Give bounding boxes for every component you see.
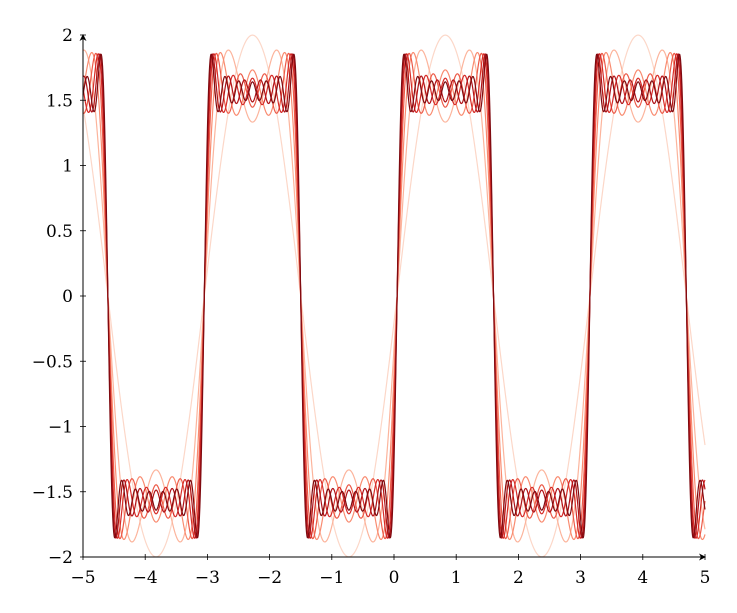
series-line-7-terms bbox=[82, 53, 706, 539]
x-tick-label: 2 bbox=[513, 568, 524, 588]
series-layer bbox=[82, 34, 706, 558]
x-tick-label: 4 bbox=[637, 568, 648, 588]
x-tick-label: −2 bbox=[257, 568, 282, 588]
series-line-2-terms bbox=[82, 49, 706, 543]
x-axis-arrow bbox=[699, 553, 706, 561]
ticks: −5 −4 −3 −2 −1 0 1 2 3 4 5 2 1.5 1 0.5 0 −0.5 −1 −1.5 −2 bbox=[32, 26, 711, 588]
x-tick-label: 1 bbox=[451, 568, 462, 588]
y-tick-label: 1.5 bbox=[46, 91, 73, 111]
axes bbox=[79, 34, 706, 561]
y-tick-label: −1 bbox=[48, 418, 73, 438]
x-tick-label: −1 bbox=[319, 568, 344, 588]
y-tick-label: −2 bbox=[48, 548, 73, 568]
y-tick-label: −0.5 bbox=[32, 352, 73, 372]
x-tick-label: 3 bbox=[575, 568, 586, 588]
x-tick-label: −3 bbox=[195, 568, 220, 588]
x-tick-label: 5 bbox=[700, 568, 711, 588]
y-tick-label: 0.5 bbox=[46, 222, 73, 242]
x-tick-label: −5 bbox=[70, 568, 95, 588]
series-line-4-terms bbox=[82, 52, 706, 540]
y-tick-label: −1.5 bbox=[32, 483, 73, 503]
x-tick-label: 0 bbox=[389, 568, 400, 588]
series-line-1-terms bbox=[82, 34, 706, 558]
y-tick-label: 1 bbox=[62, 157, 73, 177]
y-tick-label: 2 bbox=[62, 26, 73, 46]
y-tick-label: 0 bbox=[62, 287, 73, 307]
y-axis-arrow bbox=[79, 34, 87, 41]
x-tick-label: −4 bbox=[133, 568, 158, 588]
